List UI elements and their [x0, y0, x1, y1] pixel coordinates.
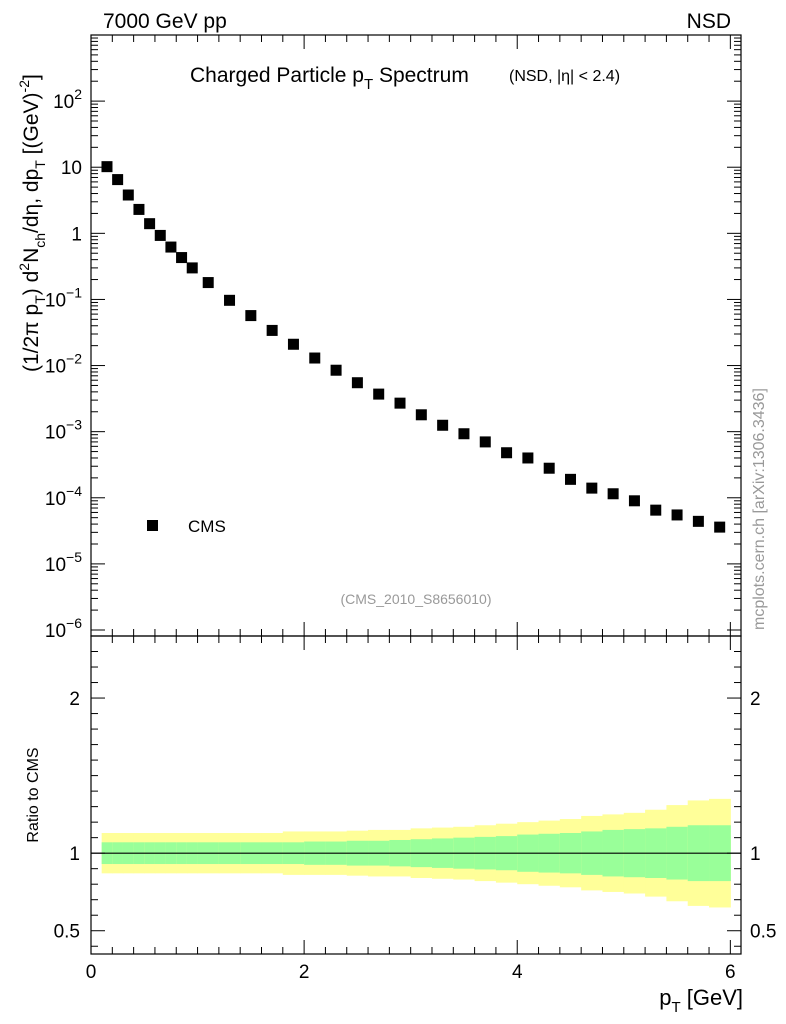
data-point	[287, 338, 299, 350]
data-point	[266, 324, 278, 336]
ratio-y-tick-label-right: 1	[750, 844, 761, 865]
spectrum-ticks	[90, 35, 741, 636]
spectrum-y-label: (1/2π pT) d2Nch/dη, dpT [(GeV)-2]	[16, 74, 48, 372]
data-point	[458, 428, 470, 440]
data-point	[501, 447, 513, 459]
y-tick-label: 10−4	[45, 483, 82, 510]
y-tick-label: 10	[61, 158, 82, 179]
data-point	[309, 352, 321, 364]
ratio-y-tick-label-right: 0.5	[750, 922, 776, 943]
header-right: NSD	[687, 10, 731, 33]
data-point	[714, 521, 726, 533]
data-point	[133, 203, 145, 215]
y-tick-label: 10−1	[45, 284, 82, 311]
data-point	[122, 189, 134, 201]
data-point	[101, 161, 113, 173]
data-point	[330, 364, 342, 376]
data-point	[351, 377, 363, 389]
ratio-y-tick-label-right: 2	[750, 689, 761, 710]
data-point	[565, 473, 577, 485]
ratio-x-tick-label: 2	[299, 962, 310, 983]
data-point	[522, 452, 534, 464]
data-point	[245, 310, 257, 322]
y-tick-label: 10−6	[45, 615, 82, 642]
ratio-x-tick-label: 6	[725, 962, 736, 983]
ratio-panel: 0.5 0.5 1 1 2 2 0 2 4 6 Ratio to CMS pT [GeV]	[25, 635, 777, 1016]
data-point	[186, 262, 198, 274]
data-point	[394, 397, 406, 409]
ratio-x-tick-label: 4	[512, 962, 523, 983]
spectrum-y-tick-labels: 10−6 10−5 10−4 10−3 10−2 10−1 1 10 102	[45, 86, 82, 642]
data-point	[165, 241, 177, 253]
y-tick-label: 10−2	[45, 351, 82, 378]
data-point	[176, 252, 188, 264]
ratio-x-label: pT [GeV]	[659, 985, 743, 1016]
data-point	[692, 515, 704, 527]
data-point	[650, 504, 662, 516]
watermark: mcplots.cern.ch [arXiv:1306.3436]	[751, 388, 768, 630]
spectrum-frame	[90, 34, 742, 637]
data-point	[224, 294, 236, 306]
ratio-y-tick-label: 2	[69, 689, 80, 710]
data-point	[607, 488, 619, 500]
ratio-bands	[91, 798, 741, 908]
data-point	[415, 409, 427, 421]
legend-label: CMS	[188, 517, 226, 536]
y-tick-label: 10−3	[45, 417, 82, 444]
spectrum-panel: 10−6 10−5 10−4 10−3 10−2 10−1 1 10 102 Charged P…	[16, 34, 742, 642]
legend-marker	[147, 520, 158, 531]
y-tick-label: 10−5	[45, 549, 82, 576]
data-point	[479, 436, 491, 448]
ratio-y-tick-label: 0.5	[54, 922, 80, 943]
data-point	[373, 388, 385, 400]
ratio-y-label: Ratio to CMS	[25, 747, 42, 842]
data-point	[543, 462, 555, 474]
ratio-frame	[90, 635, 742, 955]
ratio-x-tick-label: 0	[86, 962, 97, 983]
data-point	[628, 495, 640, 507]
data-point	[144, 218, 156, 230]
header-left: 7000 GeV pp	[103, 10, 227, 33]
y-tick-label: 102	[53, 86, 82, 113]
ratio-ticks	[90, 635, 741, 954]
data-point	[586, 482, 598, 494]
data-point	[112, 174, 124, 186]
ratio-y-tick-label: 1	[69, 844, 80, 865]
y-tick-label: 1	[71, 224, 82, 245]
spectrum-title: Charged Particle pT Spectrum	[190, 64, 469, 93]
spectrum-markers	[101, 161, 726, 533]
data-point	[154, 229, 166, 241]
data-point	[202, 277, 214, 289]
ratio-tick-labels: 0.5 0.5 1 1 2 2 0 2 4 6	[54, 689, 777, 983]
spectrum-title-cut: (NSD, |η| < 2.4)	[509, 68, 620, 85]
data-point	[437, 419, 449, 431]
data-point	[671, 509, 683, 521]
analysis-id: (CMS_2010_S8656010)	[341, 591, 492, 607]
